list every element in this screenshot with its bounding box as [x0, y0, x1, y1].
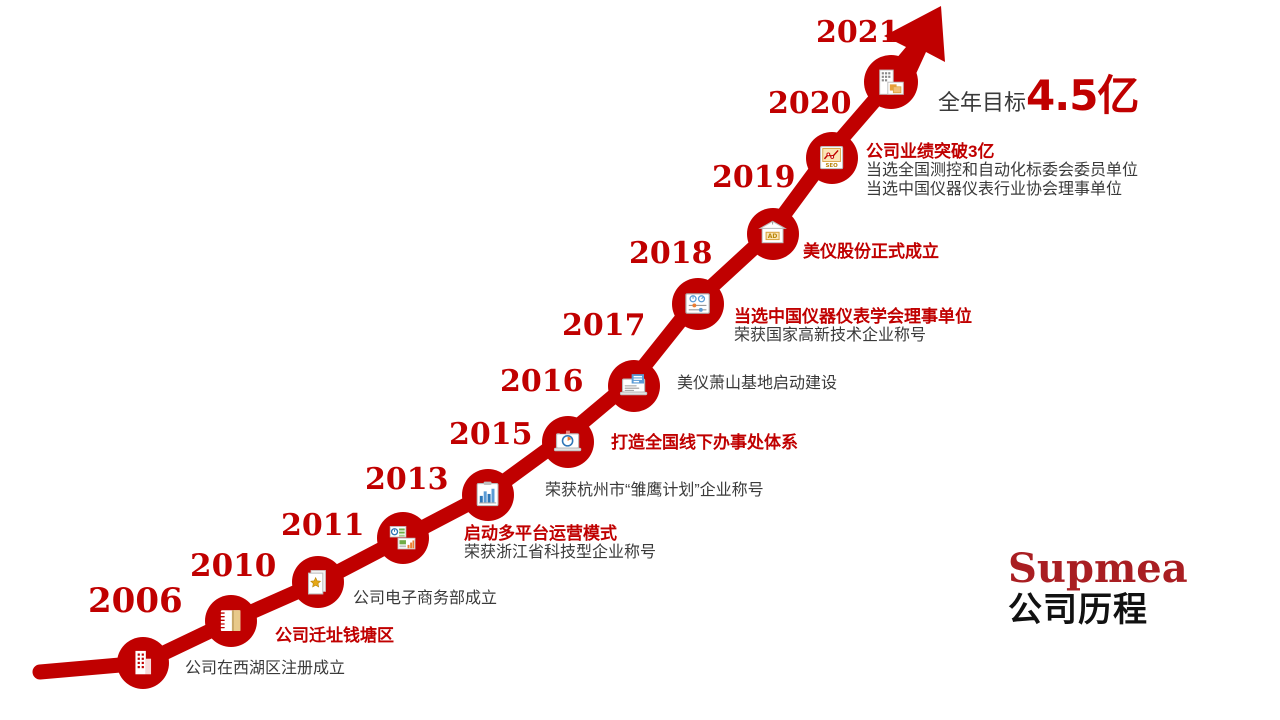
event-highlight: 美仪股份正式成立	[803, 242, 939, 261]
event-text-2011: 公司电子商务部成立	[353, 590, 497, 609]
milestone-node-2018[interactable]	[672, 278, 724, 330]
event-subline: 荣获国家高新技术企业称号	[734, 327, 927, 345]
office-building-icon	[135, 651, 152, 675]
milestone-node-2010[interactable]	[205, 595, 257, 647]
brand-block: Supmea 公司历程	[1008, 548, 1188, 629]
event-highlight: 当选中国仪器仪表学会理事单位	[734, 307, 972, 326]
event-highlight: 启动多平台运营模式	[464, 524, 617, 543]
year-label-2006: 2006	[88, 581, 183, 621]
milestone-node-2011[interactable]	[292, 556, 344, 608]
year-label-2017: 2017	[562, 308, 646, 343]
milestone-node-2013[interactable]	[377, 512, 429, 564]
event-text-2010: 公司迁址钱塘区	[275, 626, 394, 646]
milestone-node-2006[interactable]	[117, 637, 169, 689]
brand-subtitle: 公司历程	[1008, 591, 1148, 629]
year-label-2021: 2021	[816, 15, 900, 50]
year-label-2015: 2015	[449, 417, 533, 452]
event-text-2017: 美仪萧山基地启动建设	[677, 375, 837, 394]
event-text-2019: 美仪股份正式成立	[803, 242, 939, 262]
laptop-document-icon	[620, 374, 648, 396]
event-text-2013: 启动多平台运营模式 荣获浙江省科技型企业称号	[464, 524, 656, 563]
milestone-node-2017[interactable]	[608, 360, 660, 412]
milestone-node-2015[interactable]	[462, 469, 514, 521]
year-label-2020: 2020	[768, 86, 852, 121]
event-subline: 公司电子商务部成立	[353, 590, 498, 607]
clipboard-chart-icon	[477, 482, 499, 507]
event-subline: 公司在西湖区注册成立	[185, 660, 346, 677]
event-subline: 美仪萧山基地启动建设	[677, 375, 838, 392]
milestone-node-2019[interactable]: AD	[747, 208, 799, 260]
year-label-2010: 2010	[190, 548, 277, 584]
notebook-icon	[220, 610, 241, 632]
annual-goal-label: 全年目标	[938, 90, 1027, 115]
event-highlight: 公司迁址钱塘区	[275, 626, 394, 645]
brand-logo-text: Supmea	[1008, 545, 1188, 592]
event-text-2016: 打造全国线下办事处体系	[611, 433, 798, 453]
event-highlight: 打造全国线下办事处体系	[611, 433, 798, 452]
event-subline: 当选中国仪器仪表行业协会理事单位	[866, 180, 1123, 198]
event-text-2020: 公司业绩突破3亿 当选全国测控和自动化标委会委员单位 当选中国仪器仪表行业协会理…	[866, 142, 1138, 200]
annual-goal-value: 4.5亿	[1026, 71, 1139, 120]
year-label-2019: 2019	[712, 160, 796, 195]
laptop-clock-icon	[554, 430, 582, 452]
svg-text:AD: AD	[768, 233, 778, 240]
seo-chart-icon: SEO	[820, 146, 844, 170]
year-label-2016: 2016	[500, 364, 584, 399]
dashboard-panels-icon	[390, 526, 416, 550]
event-text-2006: 公司在西湖区注册成立	[185, 660, 345, 679]
star-document-icon	[308, 570, 327, 595]
event-subline: 当选全国测控和自动化标委会委员单位	[866, 162, 1139, 180]
event-text-2015: 荣获杭州市“雏鹰计划”企业称号	[545, 482, 764, 501]
milestone-node-2016[interactable]	[542, 416, 594, 468]
control-panel-icon	[685, 293, 711, 315]
year-label-2018: 2018	[629, 236, 713, 271]
event-subline: 荣获杭州市“雏鹰计划”企业称号	[545, 482, 764, 499]
year-label-2011: 2011	[281, 508, 365, 543]
event-text-2018: 当选中国仪器仪表学会理事单位 荣获国家高新技术企业称号	[734, 307, 972, 346]
svg-text:SEO: SEO	[826, 163, 839, 169]
annual-goal: 全年目标 4.5亿	[938, 62, 1139, 123]
ad-billboard-icon: AD	[758, 221, 788, 244]
event-subline: 荣获浙江省科技型企业称号	[464, 544, 657, 562]
milestone-node-2021[interactable]	[864, 55, 918, 109]
event-highlight: 公司业绩突破3亿	[866, 142, 995, 161]
building-windows-icon	[879, 69, 904, 95]
timeline-line	[32, 36, 929, 680]
milestone-node-2020[interactable]: SEO	[806, 132, 858, 184]
year-label-2013: 2013	[365, 462, 449, 497]
